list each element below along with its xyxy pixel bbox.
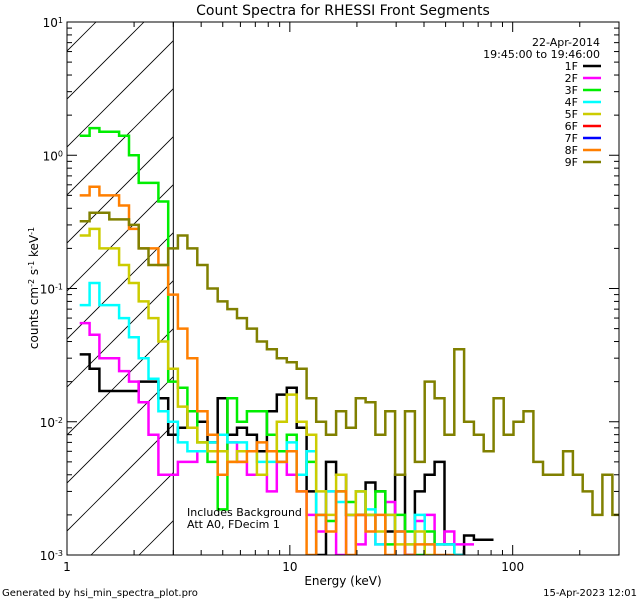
hatch-line — [67, 376, 174, 484]
legend-label-2f: 2F — [565, 72, 578, 85]
y-tick-label: 10-2 — [40, 415, 63, 430]
legend-label-7f: 7F — [565, 132, 578, 145]
legend-label-9f: 9F — [565, 156, 578, 169]
y-tick-label: 10-3 — [40, 549, 63, 564]
hatch-line — [67, 232, 174, 340]
legend-label-1f: 1F — [565, 60, 578, 73]
legend-label-5f: 5F — [565, 108, 578, 121]
series-layer — [79, 126, 619, 555]
y-tick-label: 100 — [43, 149, 63, 164]
hatch-line — [67, 280, 174, 388]
footer-timestamp: 15-Apr-2023 12:01 — [543, 588, 637, 599]
y-axis-label: counts cm-2 s-1 keV-1 — [27, 227, 42, 349]
series-line-5f — [79, 227, 435, 555]
x-tick-label: 1 — [63, 560, 71, 574]
legend-label-3f: 3F — [565, 84, 578, 97]
time-range: 19:45:00 to 19:46:00 — [483, 48, 600, 61]
y-tick-label: 101 — [43, 16, 63, 31]
legend-label-8f: 8F — [565, 144, 578, 157]
x-tick-label: 100 — [501, 560, 524, 574]
hatch-line — [67, 424, 174, 532]
axis-ticks: 1 10 100 10-3 10-2 10-1 100 101 — [40, 16, 620, 574]
x-tick-label: 10 — [282, 560, 297, 574]
series-line-1f — [79, 353, 494, 555]
legend-label-4f: 4F — [565, 96, 578, 109]
series-line-2f — [79, 321, 474, 555]
y-tick-label: 10-1 — [40, 282, 63, 297]
chart-title: Count Spectra for RHESSI Front Segments — [196, 3, 490, 19]
generated-by-label: Generated by hsi_min_spectra_plot.pro — [2, 588, 198, 599]
note-attenuator: Att A0, FDecim 1 — [187, 518, 280, 531]
hatch-line — [67, 40, 174, 148]
series-line-9f — [79, 211, 619, 517]
series-line-3f — [79, 126, 445, 555]
observation-date: 22-Apr-2014 — [532, 36, 600, 49]
legend-label-6f: 6F — [565, 120, 578, 133]
note-background: Includes Background — [187, 506, 302, 519]
hatch-line — [67, 88, 174, 196]
x-axis-label: Energy (keV) — [304, 574, 381, 588]
